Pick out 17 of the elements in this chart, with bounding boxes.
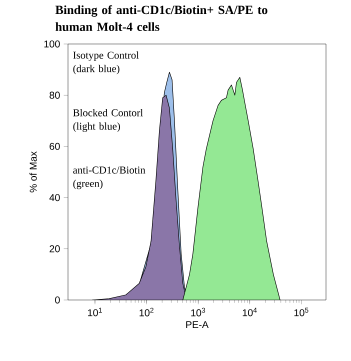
y-tick-label: 40 [49, 194, 60, 202]
annotation: Isotype Control (dark blue) [73, 51, 139, 74]
y-tick-label: 80 [50, 92, 60, 99]
y-tick-label: 20 [50, 245, 60, 252]
x-tick-label: 10$^{3}$ [191, 308, 206, 316]
x-axis-title: PE-A [186, 321, 209, 328]
chart-title: Binding of anti-CD1c/Biotin+ SA/PE to human Molt-4 cells [55, 5, 268, 32]
annotation: anti-CD1c/Biotin (green) [73, 166, 146, 190]
annotation: Blocked Contorl (light blue) [73, 108, 143, 132]
y-tick-label: 0 [55, 296, 60, 304]
x-tick-label: 10$^{1}$ [88, 308, 102, 316]
x-tick-label: 10$^{2}$ [140, 308, 154, 316]
y-tick-label: 100 [44, 40, 60, 48]
x-tick-label: 10$^{5}$ [294, 308, 308, 316]
x-tick-label: 10$^{4}$ [242, 308, 257, 316]
y-axis-title: % of Max [29, 151, 37, 192]
y-tick-label: 60 [50, 142, 60, 150]
